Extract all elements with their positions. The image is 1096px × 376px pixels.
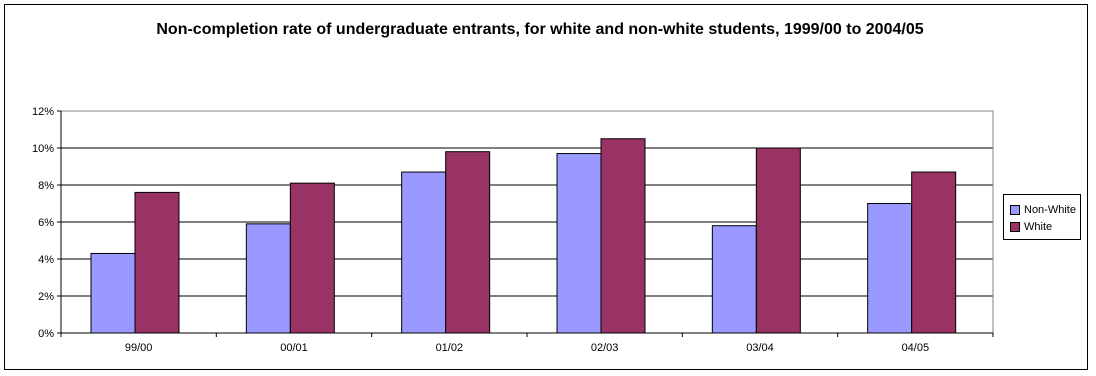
legend-label-white: White (1024, 221, 1053, 233)
y-tick-label: 0% (38, 328, 54, 340)
legend-label-non-white: Non-White (1024, 204, 1076, 216)
x-tick-label: 01/02 (436, 342, 464, 354)
y-tick-label: 8% (38, 180, 54, 192)
legend-item-non-white: Non-White (1010, 203, 1076, 217)
x-tick-labels: 99/00 00/01 01/02 02/03 03/04 04/05 (125, 342, 929, 354)
bar-non-white-99-00 (90, 252, 136, 334)
bar-white-03-04 (755, 147, 801, 334)
bars (90, 138, 957, 334)
legend-swatch-white (1010, 222, 1020, 232)
y-tick-label: 2% (38, 291, 54, 303)
x-tick-label: 00/01 (280, 342, 308, 354)
x-tick-label: 03/04 (746, 342, 774, 354)
x-tick-label: 99/00 (125, 342, 153, 354)
legend-swatch-non-white (1010, 205, 1020, 215)
bar-white-02-03 (600, 138, 646, 334)
bar-white-04-05 (911, 171, 957, 334)
y-tick-label: 6% (38, 217, 54, 229)
gridlines (61, 110, 993, 334)
legend: Non-White White (1003, 194, 1081, 240)
legend-item-white: White (1010, 220, 1052, 234)
y-tick-labels: 0% 2% 4% 6% 8% 10% 12% (32, 106, 54, 340)
y-tick-label: 10% (32, 143, 54, 155)
y-tick-label: 12% (32, 106, 54, 118)
x-tick-label: 04/05 (902, 342, 930, 354)
bar-non-white-01-02 (401, 171, 447, 334)
x-tick-label: 02/03 (591, 342, 619, 354)
bar-non-white-04-05 (867, 203, 913, 334)
bar-white-01-02 (445, 151, 491, 334)
bar-white-00-01 (289, 182, 335, 334)
bar-non-white-03-04 (711, 225, 757, 334)
y-tick-label: 4% (38, 254, 54, 266)
bar-non-white-00-01 (245, 223, 291, 334)
axes (57, 110, 994, 337)
bar-non-white-02-03 (556, 153, 602, 334)
chart-title: Non-completion rate of undergraduate ent… (156, 21, 924, 38)
bar-white-99-00 (134, 191, 180, 334)
